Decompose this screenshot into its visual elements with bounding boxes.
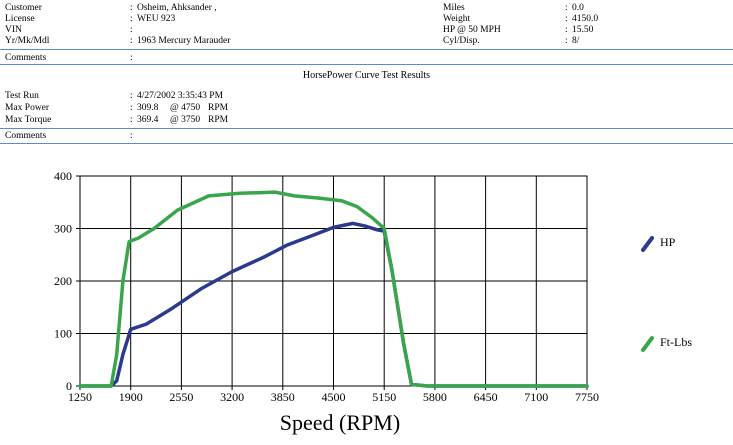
max-torque-value: 369.4 [137,115,159,125]
x-tick-label: 1900 [119,390,143,404]
customer-label: Customer [5,3,42,13]
vehicle-label: Yr/Mk/Mdl [5,36,50,46]
miles-value: 0.0 [572,3,584,13]
legend-label: HP [660,235,676,249]
x-tick-label: 3200 [220,390,244,404]
vin-label: VIN [5,25,22,35]
hp50-label: HP @ 50 MPH [443,25,501,35]
x-tick-label: 5150 [372,390,396,404]
license-label: License [5,14,35,24]
legend-swatch [641,336,654,352]
weight-label: Weight [443,14,471,24]
legend-label: Ft-Lbs [660,335,692,349]
vehicle-value: 1963 Mercury Marauder [137,36,231,46]
series-line-ft-lbs [78,190,589,388]
x-tick-label: 6450 [474,390,498,404]
max-power-label: Max Power [5,103,50,113]
comments-label: Comments [5,53,47,63]
x-tick-label: 5800 [423,390,447,404]
test-run-value: 4/27/2002 3:35:43 PM [137,91,224,101]
cyl-value: 8/ [572,36,580,46]
x-tick-label: 1250 [68,390,92,404]
y-tick-label: 100 [54,327,72,341]
max-torque-unit: RPM [208,115,229,125]
miles-label: Miles [443,3,465,13]
hp50-value: 15.50 [572,25,594,35]
y-tick-label: 300 [54,222,72,236]
y-tick-label: 0 [66,379,72,393]
divider [0,64,733,65]
x-tick-label: 4500 [322,390,346,404]
test-run-label: Test Run [5,91,39,101]
customer-value: Osheim, Ahksander , [137,3,217,13]
x-tick-label: 2550 [169,390,193,404]
comments-label: Comments [5,131,47,141]
cyl-label: Cyl/Disp. [443,36,480,46]
weight-value: 4150.0 [572,14,599,24]
x-tick-label: 7100 [524,390,548,404]
license-value: WEU 923 [137,14,176,24]
y-tick-label: 200 [54,274,72,288]
legend-swatch [641,236,654,252]
report-title: HorsePower Curve Test Results [302,70,431,81]
max-power-rpm: @ 4750 [170,103,201,113]
divider [0,128,733,129]
x-tick-label: 7750 [575,390,599,404]
y-tick-label: 400 [54,169,72,183]
x-tick-label: 3850 [271,390,295,404]
max-torque-label: Max Torque [5,115,52,125]
max-torque-rpm: @ 3750 [170,115,201,125]
max-power-value: 309.8 [137,103,159,113]
divider [0,49,733,50]
x-axis-title: Speed (RPM) [280,410,400,435]
max-power-unit: RPM [208,103,229,113]
divider [0,143,733,144]
